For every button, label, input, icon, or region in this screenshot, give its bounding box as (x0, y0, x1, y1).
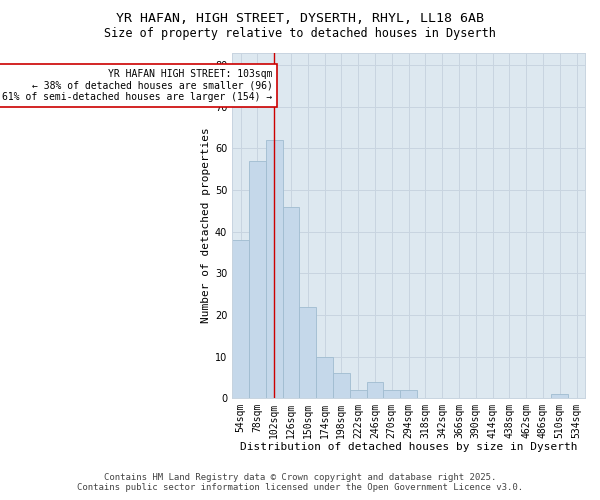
Text: YR HAFAN HIGH STREET: 103sqm
← 38% of detached houses are smaller (96)
61% of se: YR HAFAN HIGH STREET: 103sqm ← 38% of de… (2, 69, 272, 102)
Bar (249, 161, 266, 398)
Text: Size of property relative to detached houses in Dyserth: Size of property relative to detached ho… (104, 28, 496, 40)
Bar (232, 240, 249, 398)
Bar (400, 390, 417, 398)
Bar (350, 390, 367, 398)
Bar (266, 140, 283, 398)
Bar (551, 394, 568, 398)
Y-axis label: Number of detached properties: Number of detached properties (201, 128, 211, 323)
Bar (316, 356, 333, 398)
X-axis label: Distribution of detached houses by size in Dyserth: Distribution of detached houses by size … (240, 442, 577, 452)
Bar (333, 373, 350, 398)
Text: Contains HM Land Registry data © Crown copyright and database right 2025.
Contai: Contains HM Land Registry data © Crown c… (77, 473, 523, 492)
Text: YR HAFAN, HIGH STREET, DYSERTH, RHYL, LL18 6AB: YR HAFAN, HIGH STREET, DYSERTH, RHYL, LL… (116, 12, 484, 26)
Bar (299, 306, 316, 398)
Bar (383, 390, 400, 398)
Bar (367, 382, 383, 398)
Bar (283, 206, 299, 398)
